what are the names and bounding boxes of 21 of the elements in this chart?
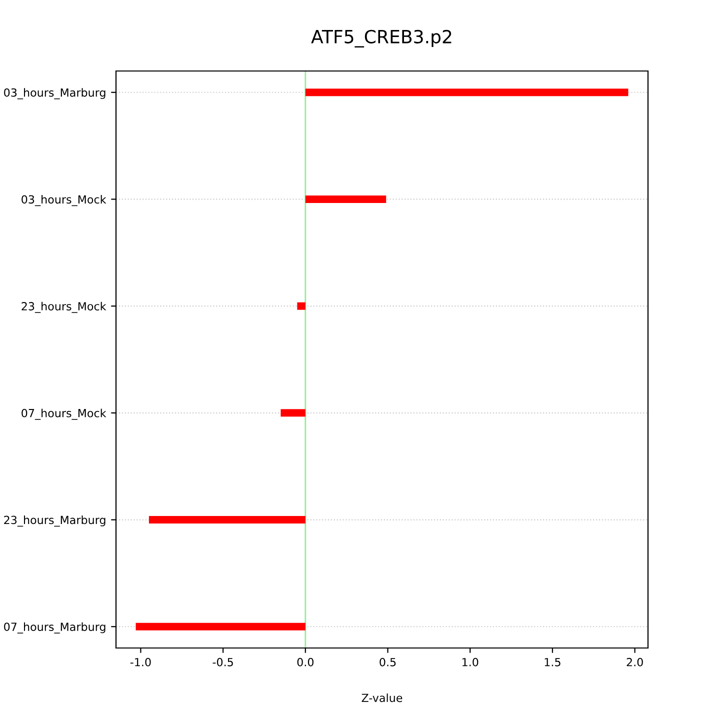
y-tick-label: 23_hours_Mock <box>22 302 106 313</box>
x-tick-label: -0.5 <box>212 658 233 666</box>
chart-title: ATF5_CREB3.p2 <box>311 30 452 48</box>
y-tick-label: 03_hours_Marburg <box>4 88 106 100</box>
x-axis-title: Z-value <box>362 693 402 702</box>
bar <box>136 622 306 630</box>
x-tick-label: -1.0 <box>130 658 151 666</box>
bar <box>305 88 628 96</box>
y-tick-label: 03_hours_Mock <box>22 195 106 206</box>
x-tick-label: 0.5 <box>380 658 396 666</box>
bar <box>280 409 306 417</box>
y-tick-label: 07_hours_Mock <box>22 408 106 420</box>
x-tick-label: 1.0 <box>462 658 478 666</box>
y-tick-label: 23_hours_Marburg <box>4 516 106 527</box>
bar <box>305 195 386 203</box>
bar <box>148 516 306 524</box>
x-tick-label: 0.0 <box>297 658 314 666</box>
y-tick-label: 07_hours_Marburg <box>4 622 106 634</box>
x-tick-label: 2.0 <box>626 658 643 666</box>
x-tick-label: 1.5 <box>544 658 560 666</box>
bar <box>297 302 306 310</box>
